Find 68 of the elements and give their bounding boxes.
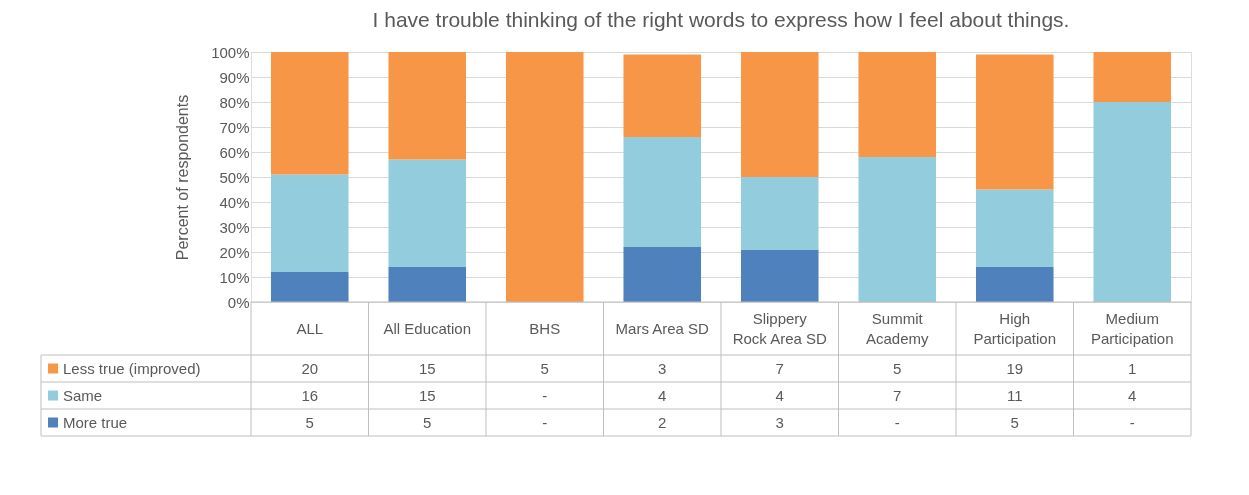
x-tick-label: Slippery Rock Area SD — [732, 309, 828, 347]
text: - — [894, 413, 900, 431]
text: 3 — [658, 359, 667, 377]
bar — [270, 174, 349, 272]
text: - — [542, 413, 548, 431]
x-tick-label: BHS — [529, 319, 561, 337]
text: 7 — [893, 386, 902, 404]
x-tick-label: High Participation — [973, 309, 1057, 347]
bar — [740, 249, 819, 302]
bar — [1093, 52, 1172, 102]
y-tick-label: 100% — [211, 43, 250, 61]
text: 5 — [540, 359, 549, 377]
text: 5 — [1010, 413, 1019, 431]
bar — [270, 272, 349, 302]
bar — [975, 189, 1054, 267]
text: 16 — [301, 386, 319, 404]
bar — [740, 52, 819, 177]
text: 5 — [423, 413, 432, 431]
text: 15 — [418, 386, 436, 404]
bar — [740, 177, 819, 250]
y-tick-label: 10% — [219, 268, 250, 286]
bar — [505, 52, 584, 302]
x-tick-label: Mars Area SD — [615, 319, 710, 337]
text: 15 — [418, 359, 436, 377]
text: 19 — [1006, 359, 1024, 377]
text: 4 — [775, 386, 784, 404]
bar — [388, 159, 467, 267]
text: 4 — [1128, 386, 1137, 404]
bar — [270, 52, 349, 175]
x-tick-label: All Education — [383, 319, 472, 337]
legend-label: More true — [63, 413, 128, 431]
bar — [388, 52, 467, 160]
x-tick-label: ALL — [296, 319, 324, 337]
legend-label: Less true (improved) — [63, 359, 201, 377]
legend-label: Same — [63, 386, 103, 404]
text: 5 — [305, 413, 314, 431]
y-tick-label: 90% — [219, 68, 250, 86]
bar — [975, 54, 1054, 190]
y-tick-label: 50% — [219, 168, 250, 186]
bar — [388, 267, 467, 302]
text: 5 — [893, 359, 902, 377]
y-axis-title: Percent of respondents — [174, 94, 192, 261]
y-tick-label: 80% — [219, 93, 250, 111]
bar — [623, 137, 702, 247]
x-tick-label: Medium Participation — [1090, 309, 1174, 347]
y-tick-label: 40% — [219, 193, 250, 211]
chart-title: I have trouble thinking of the right words to express how I feel about things. — [372, 8, 1070, 31]
text: 11 — [1006, 386, 1023, 404]
y-tick-label: 20% — [219, 243, 250, 261]
bar — [975, 267, 1054, 302]
bar — [858, 157, 937, 302]
text: 2 — [658, 413, 667, 431]
x-tick-label: Summit Academy — [865, 309, 930, 347]
bar — [858, 52, 937, 157]
text: 7 — [775, 359, 784, 377]
bar — [623, 247, 702, 302]
text: - — [1129, 413, 1135, 431]
y-tick-label: 70% — [219, 118, 250, 136]
text: 20 — [301, 359, 319, 377]
y-tick-label: 0% — [227, 293, 250, 311]
y-tick-label: 60% — [219, 143, 250, 161]
bar — [623, 54, 702, 137]
text: 1 — [1128, 359, 1137, 377]
y-tick-label: 30% — [219, 218, 250, 236]
text: 3 — [775, 413, 784, 431]
text: - — [542, 386, 548, 404]
text: 4 — [658, 386, 667, 404]
bar — [1093, 102, 1172, 302]
